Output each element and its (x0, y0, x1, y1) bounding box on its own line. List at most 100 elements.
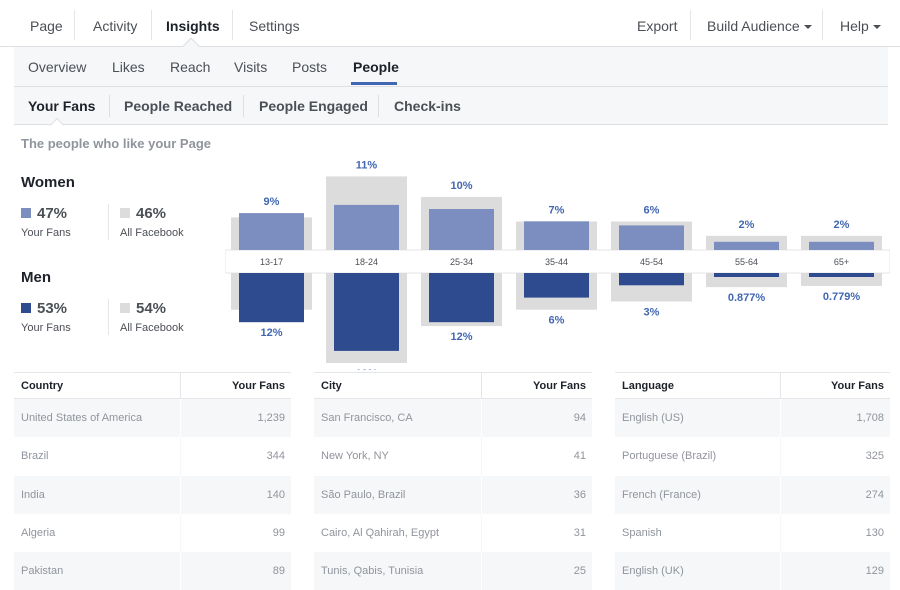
tab-people-engaged[interactable]: People Engaged (259, 98, 368, 114)
men-fans-pct: 53% (21, 300, 67, 317)
table-cell-name: India (21, 488, 45, 501)
table-row: São Paulo, Brazil 36 (314, 475, 592, 514)
column-divider (780, 437, 781, 476)
column-divider (481, 373, 482, 398)
women-value-label: 2% (739, 219, 755, 231)
men-value-label: 12% (450, 331, 472, 343)
table-header: Language Your Fans (615, 372, 890, 399)
active-tab-underline (351, 82, 397, 85)
column-divider (180, 399, 181, 438)
language-table: Language Your Fans English (US) 1,708 Portug… (615, 372, 890, 590)
table-cell-name: Cairo, Al Qahirah, Egypt (321, 526, 440, 539)
tab-visits[interactable]: Visits (234, 59, 268, 75)
people-nav: Your Fans People Reached People Engaged … (14, 87, 888, 125)
column-header[interactable]: Language (622, 380, 674, 392)
table-cell-value: 1,239 (257, 412, 285, 424)
tab-likes[interactable]: Likes (112, 59, 145, 75)
table-cell-name: New York, NY (321, 450, 389, 463)
column-header[interactable]: Country (21, 380, 64, 392)
tab-people[interactable]: People (353, 59, 399, 75)
table-cell-name: Spanish (622, 526, 662, 539)
women-value-label: 2% (834, 219, 850, 231)
women-all-fb-value: 46% (136, 205, 167, 222)
divider (109, 95, 110, 117)
tab-check-ins[interactable]: Check-ins (394, 98, 461, 114)
column-header[interactable]: Your Fans (232, 380, 285, 392)
country-table: Country Your Fans United States of America… (14, 372, 291, 590)
men-fans-bar (714, 273, 779, 277)
table-cell-name: United States of America (21, 412, 143, 424)
men-value-label: 0.877% (728, 292, 766, 304)
table-cell-name: Algeria (21, 526, 56, 539)
export-button[interactable]: Export (637, 18, 678, 34)
table-cell-value: 130 (865, 526, 884, 539)
column-divider (780, 475, 781, 514)
column-divider (481, 399, 482, 438)
tab-settings[interactable]: Settings (249, 18, 300, 34)
column-header[interactable]: Your Fans (831, 380, 884, 392)
tab-posts[interactable]: Posts (292, 59, 328, 75)
men-all-fb-pct: 54% (120, 300, 166, 317)
tab-people-reached[interactable]: People Reached (124, 98, 233, 114)
table-cell-name: English (US) (622, 412, 684, 424)
table-row: English (UK) 129 (615, 552, 890, 590)
all-facebook-swatch (120, 208, 130, 218)
column-divider (180, 373, 181, 398)
table-cell-value: 140 (266, 488, 285, 501)
table-cell-name: San Francisco, CA (321, 412, 413, 424)
column-divider (481, 552, 482, 590)
tab-activity[interactable]: Activity (93, 18, 138, 34)
table-row: India 140 (14, 475, 291, 514)
table-row: New York, NY 41 (314, 437, 592, 476)
women-value-label: 9% (264, 196, 280, 208)
divider (108, 204, 109, 240)
help-label: Help (840, 18, 869, 34)
men-value-label: 3% (644, 307, 660, 319)
caret-down-icon (872, 25, 881, 30)
table-row: United States of America 1,239 (14, 399, 291, 438)
column-header[interactable]: City (321, 380, 342, 392)
divider (108, 299, 109, 335)
divider (74, 10, 75, 40)
women-fans-value: 47% (37, 205, 68, 222)
column-divider (780, 552, 781, 590)
table-cell-value: 31 (573, 526, 586, 539)
divider (151, 10, 152, 40)
help-dropdown[interactable]: Help (840, 18, 881, 34)
column-divider (481, 513, 482, 553)
table-cell-value: 129 (865, 565, 884, 578)
column-divider (780, 513, 781, 553)
men-fans-value: 53% (37, 300, 68, 317)
column-divider (780, 373, 781, 398)
table-cell-name: Pakistan (21, 565, 64, 578)
tab-page[interactable]: Page (30, 18, 63, 34)
table-cell-value: 25 (573, 565, 586, 578)
column-header[interactable]: Your Fans (533, 380, 586, 392)
men-fans-label: Your Fans (21, 322, 71, 334)
age-tick-label: 25-34 (450, 257, 473, 267)
tab-reach[interactable]: Reach (170, 59, 211, 75)
table-row: Cairo, Al Qahirah, Egypt 31 (314, 513, 592, 553)
tab-insights[interactable]: Insights (166, 18, 220, 34)
table-cell-value: 344 (266, 450, 285, 463)
divider (690, 10, 691, 40)
women-fans-bar (809, 241, 874, 250)
insights-sub-nav: Overview Likes Reach Visits Posts People (14, 47, 888, 87)
table-row: Algeria 99 (14, 513, 291, 553)
build-audience-dropdown[interactable]: Build Audience (707, 18, 812, 34)
women-fans-bar (334, 204, 399, 250)
table-row: Pakistan 89 (14, 552, 291, 590)
tab-your-fans[interactable]: Your Fans (28, 98, 96, 114)
women-fans-bar (524, 221, 589, 250)
age-tick-label: 45-54 (640, 257, 663, 267)
tab-overview[interactable]: Overview (28, 59, 87, 75)
men-fans-bar (524, 273, 589, 298)
table-cell-value: 99 (272, 526, 285, 539)
table-cell-value: 1,708 (856, 412, 884, 424)
men-all-fb-label: All Facebook (120, 322, 184, 334)
men-fans-bar (619, 273, 684, 286)
column-divider (481, 475, 482, 514)
divider (378, 95, 379, 117)
age-tick-label: 13-17 (260, 257, 283, 267)
column-divider (180, 437, 181, 476)
